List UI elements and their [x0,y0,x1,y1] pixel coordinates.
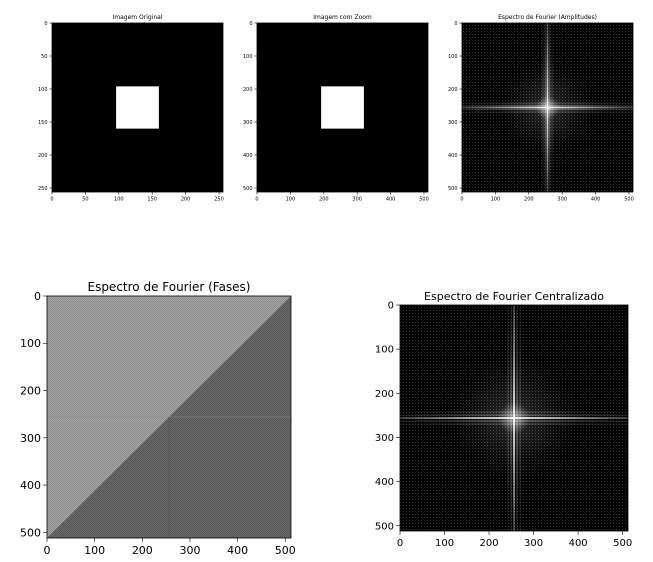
panel-phase: Espectro de Fourier (Fases) 0 100 200 300 400… [20,280,296,557]
x-tick-label: 500 [624,197,634,203]
x-tick-label: 300 [524,538,543,549]
x-tick-label: 500 [613,538,632,549]
y-tick-label: 500 [243,186,253,192]
y-tick-label: 0 [388,301,394,312]
chart-title: Espectro de Fourier (Amplitudes) [498,14,597,21]
chart-title: Espectro de Fourier Centralizado [424,290,604,303]
axes-frame [256,22,429,193]
x-tick-label: 200 [181,197,191,203]
x-tick-label: 100 [491,197,501,203]
y-tick-label: 200 [448,87,458,93]
x-tick-label: 100 [435,538,454,549]
panel-centered: Espectro de Fourier Centralizado 0 100 200 3… [375,290,632,549]
y-tick-label: 500 [20,526,41,539]
y-tick-label: 100 [38,87,48,93]
y-tick-label: 300 [243,120,253,126]
image-area [400,305,628,531]
x-tick-label: 100 [114,197,124,203]
y-tick-label: 50 [41,54,47,60]
y-tick-label: 500 [448,186,458,192]
axes-frame [46,295,292,539]
x-tick-label: 250 [214,197,224,203]
y-tick-label: 300 [375,433,394,444]
y-tick-label: 400 [375,477,394,488]
y-tick-label: 200 [38,153,48,159]
y-tick-label: 100 [448,54,458,60]
x-tick-label: 0 [397,538,403,549]
white-square [321,86,364,129]
x-tick-label: 100 [84,544,105,557]
x-tick-label: 300 [352,197,362,203]
y-tick-label: 150 [38,120,48,126]
y-tick-label: 200 [375,389,394,400]
x-tick-label: 200 [132,544,153,557]
x-tick-label: 400 [569,538,588,549]
y-tick-label: 100 [375,345,394,356]
x-tick-label: 200 [319,197,329,203]
x-tick-label: 200 [480,538,499,549]
x-tick-label: 50 [82,197,88,203]
x-tick-label: 400 [386,197,396,203]
panel-amplitude: Espectro de Fourier (Amplitudes) 0 100 200 3… [448,14,634,203]
y-tick-label: 500 [375,521,394,532]
x-tick-label: 0 [50,197,53,203]
x-tick-label: 300 [179,544,200,557]
y-tick-label: 200 [20,384,41,397]
white-square [116,86,159,129]
y-tick-label: 400 [20,479,41,492]
chart-title: Imagem com Zoom [313,14,372,21]
x-tick-label: 300 [557,197,567,203]
image-area [52,23,223,192]
y-tick-label: 100 [243,54,253,60]
y-tick-label: 200 [243,87,253,93]
x-tick-label: 150 [147,197,157,203]
x-tick-label: 500 [419,197,429,203]
x-tick-label: 400 [591,197,601,203]
y-tick-label: 250 [38,186,48,192]
x-tick-label: 200 [524,197,534,203]
axes-frame [461,22,634,193]
x-tick-label: 500 [275,544,296,557]
image-area [47,296,291,538]
chart-title: Espectro de Fourier (Fases) [87,280,250,294]
x-tick-label: 100 [286,197,296,203]
axes-frame [51,22,224,193]
x-tick-label: 0 [44,544,51,557]
x-tick-label: 0 [255,197,258,203]
y-tick-label: 400 [243,153,253,159]
y-tick-label: 300 [20,432,41,445]
chart-title: Imagem Original [112,14,162,21]
x-tick-label: 400 [227,544,248,557]
y-tick-label: 0 [44,21,47,27]
y-tick-label: 0 [454,21,457,27]
image-area [257,23,428,192]
y-tick-label: 100 [20,337,41,350]
x-tick-label: 0 [460,197,463,203]
axes-frame [399,304,629,532]
spectrum-dc-peak [546,106,549,109]
y-tick-label: 0 [34,290,41,303]
y-tick-label: 0 [249,21,252,27]
y-tick-label: 300 [448,120,458,126]
image-area [462,23,633,192]
y-tick-label: 400 [448,153,458,159]
spectrum-dc-peak [512,416,516,420]
